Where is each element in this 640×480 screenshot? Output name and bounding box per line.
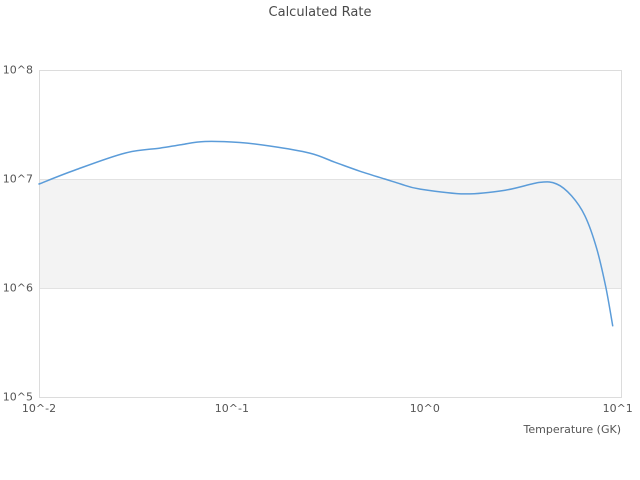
y-tick-label: 10^7	[2, 172, 33, 186]
x-tick-label: 10^-2	[21, 402, 57, 415]
chart-title: Calculated Rate	[268, 5, 372, 20]
rate-curve	[38, 140, 614, 327]
plot-border	[39, 70, 622, 398]
y-tick-label: 10^6	[2, 281, 33, 295]
y-tick-label: 10^8	[2, 63, 33, 77]
y-tick-label: 10^5	[2, 390, 33, 404]
x-tick-label: 10^1	[602, 402, 633, 415]
highlight-band	[39, 179, 621, 288]
x-tick-label: 10^0	[409, 402, 440, 415]
x-axis-title: Temperature (GK)	[523, 423, 622, 436]
x-tick-label: 10^-1	[214, 402, 249, 415]
